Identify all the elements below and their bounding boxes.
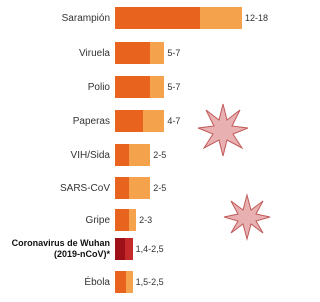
category-label: Ébola	[0, 277, 110, 288]
category-label: Polio	[0, 82, 110, 93]
virus-illustration	[222, 192, 272, 242]
value-label: 2-5	[153, 144, 166, 166]
chart: Sarampión 12-18 Viruela 5-7 Polio 5-7 Paperas 4…	[0, 0, 283, 302]
value-label: 2-3	[139, 209, 152, 231]
bar-range	[150, 42, 164, 64]
category-label: Viruela	[0, 48, 110, 59]
bar-range	[150, 76, 164, 98]
bar-base	[115, 144, 129, 166]
bar-range	[129, 177, 150, 199]
virus-illustration	[196, 96, 250, 180]
value-label: 4-7	[167, 110, 180, 132]
bar-base	[115, 42, 150, 64]
category-label: Sarampión	[0, 13, 110, 24]
bar-base	[115, 76, 150, 98]
bar-range	[129, 209, 136, 231]
bar-base	[115, 110, 143, 132]
category-label: SARS-CoV	[0, 183, 110, 194]
bar-range	[126, 271, 133, 293]
bar-range	[129, 144, 150, 166]
bar-base	[115, 177, 129, 199]
bar-range	[200, 7, 242, 29]
bar-base	[115, 271, 126, 293]
value-label: 1,5-2,5	[136, 271, 164, 293]
value-label: 5-7	[167, 76, 180, 98]
value-label: 5-7	[167, 42, 180, 64]
bar-base	[115, 209, 129, 231]
category-label: VIH/Sida	[0, 150, 110, 161]
category-label: Coronavirus de Wuhan (2019-nCoV)*	[0, 238, 110, 260]
bar-range	[125, 238, 133, 260]
value-label: 12-18	[245, 7, 268, 29]
bar-range	[143, 110, 164, 132]
category-label: Gripe	[0, 215, 110, 226]
value-label: 2-5	[153, 177, 166, 199]
bar-base	[115, 238, 125, 260]
bar-base	[115, 7, 200, 29]
value-label: 1,4-2,5	[136, 238, 164, 260]
category-label: Paperas	[0, 116, 110, 127]
